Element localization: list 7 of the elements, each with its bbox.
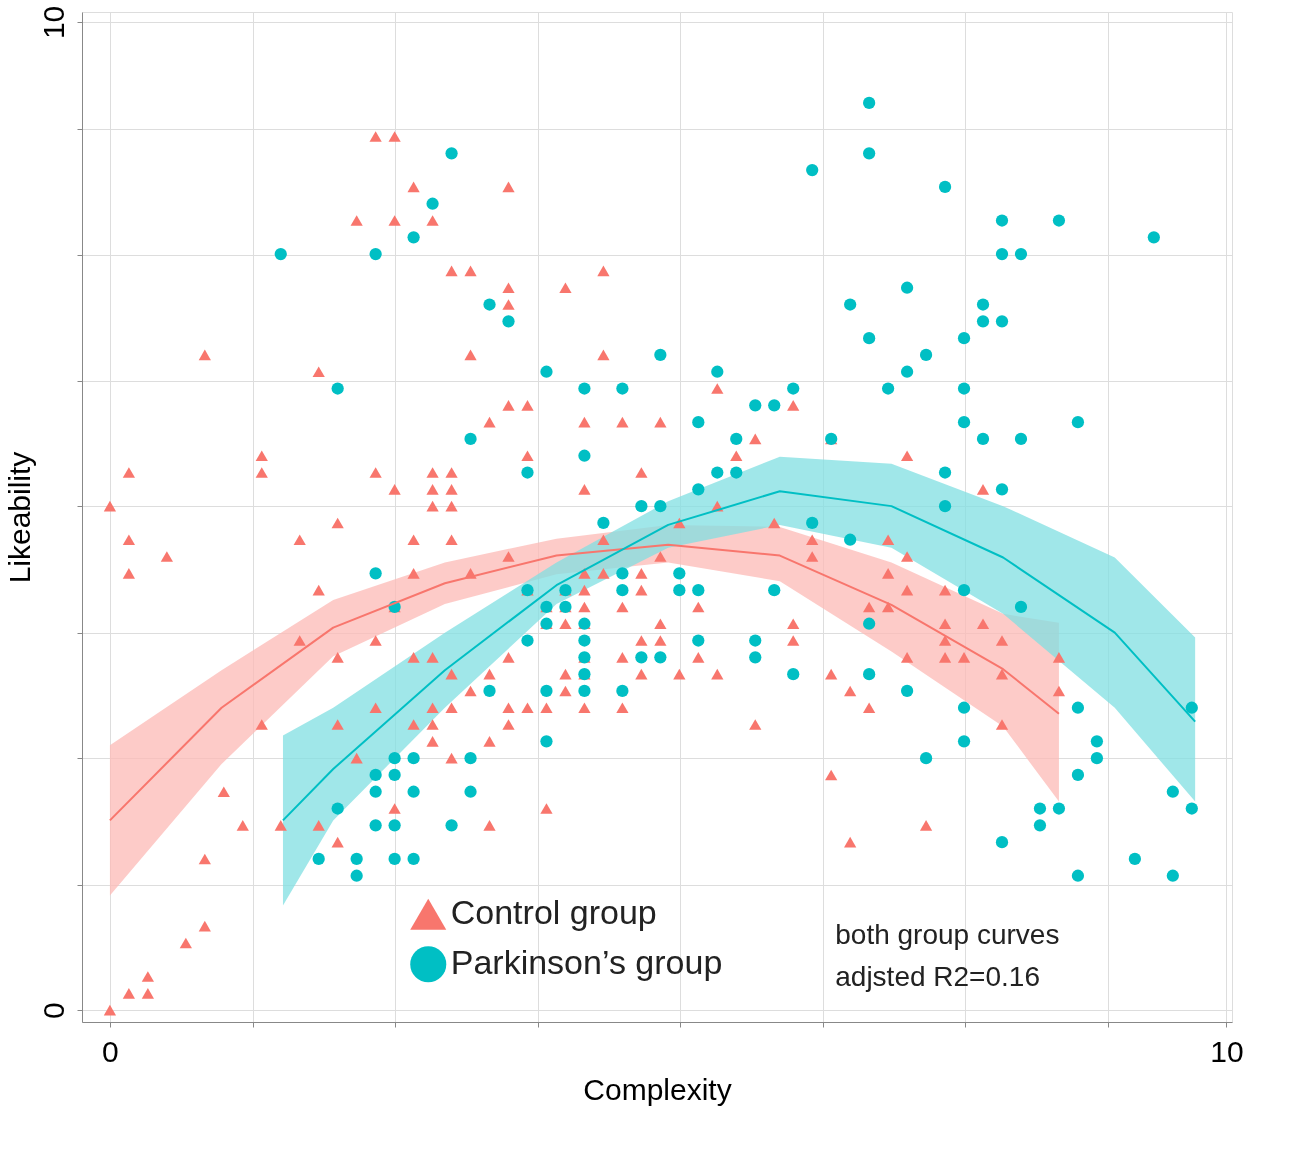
- annotation: adjsted R2=0.16: [835, 961, 1040, 993]
- annotation: both group curves: [835, 919, 1060, 951]
- legend-label: Parkinson’s group: [450, 943, 723, 982]
- line-series: [108, 543, 1060, 822]
- y-axis-title: Likeability: [2, 451, 36, 584]
- x-axis-title: Complexity: [583, 1072, 732, 1106]
- legend-label: Control group: [450, 893, 657, 932]
